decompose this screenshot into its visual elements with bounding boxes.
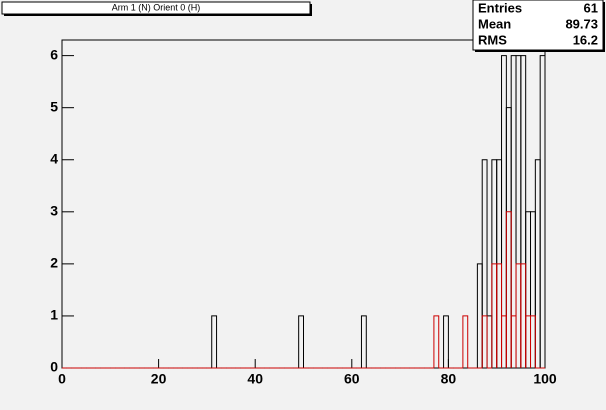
histogram-bin: [505, 211, 512, 368]
x-tick-label: 0: [58, 371, 66, 387]
stats-box: [472, 0, 604, 51]
histogram-bin: [433, 315, 440, 368]
y-tick-label: 4: [50, 150, 58, 166]
stat-label: Entries: [478, 0, 522, 15]
histogram-bin: [462, 315, 469, 368]
histogram-bin: [481, 159, 488, 368]
stat-label: RMS: [478, 32, 507, 47]
y-tick-label: 1: [50, 307, 58, 323]
stat-value: 89.73: [565, 16, 598, 31]
chart-title: Arm 1 (N) Orient 0 (H): [112, 2, 201, 12]
y-tick-label: 5: [50, 98, 58, 114]
histogram-bin: [481, 315, 488, 368]
y-tick-label: 6: [50, 46, 58, 62]
stats: Entries 61 Mean 89.73 RMS 16.2: [478, 0, 598, 47]
x-tick-label: 60: [344, 371, 360, 387]
stat-label: Mean: [478, 16, 511, 31]
y-tick-label: 0: [50, 359, 58, 375]
title-box: [1, 1, 311, 15]
y-tick-label: 2: [50, 255, 58, 271]
histogram-bin: [360, 315, 367, 368]
plot-area: 0 20 40 60 80 100 0 1 2 3 4 5 6: [50, 46, 557, 386]
x-tick-label: 100: [533, 371, 557, 387]
y-tick-label: 3: [50, 203, 58, 219]
x-tick-label: 20: [151, 371, 167, 387]
stat-value: 61: [584, 0, 598, 15]
stat-value: 16.2: [573, 32, 598, 47]
histogram-bin: [539, 55, 546, 368]
x-tick-label: 80: [441, 371, 457, 387]
histogram-bin: [298, 315, 304, 368]
histogram-bin: [530, 315, 536, 368]
histogram-bin: [443, 315, 449, 368]
histogram-bin: [211, 315, 218, 368]
x-tick-label: 40: [247, 371, 263, 387]
